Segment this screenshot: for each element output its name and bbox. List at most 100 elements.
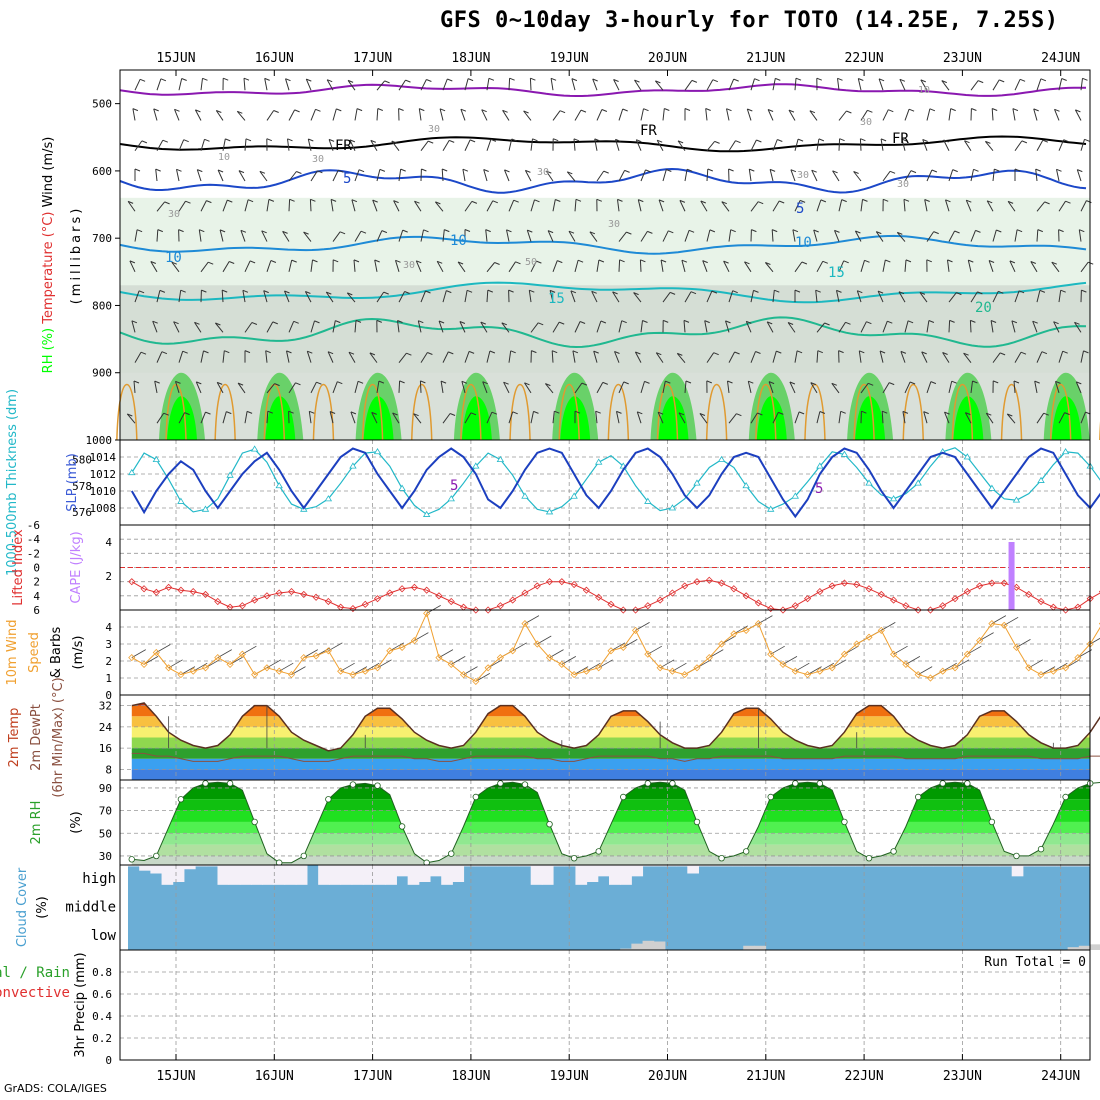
wind-barb: [684, 169, 688, 182]
wind-barb: [244, 260, 251, 273]
wind-barb-flag: [767, 321, 773, 325]
wind-barb: [178, 412, 186, 424]
wind-barb: [486, 262, 495, 273]
wind-barb: [920, 79, 928, 91]
wind-barb: [200, 200, 207, 212]
wind-barb: [640, 231, 648, 242]
date-label-top: 22JUN: [845, 51, 884, 66]
wind-barb-flag: [754, 78, 760, 82]
wind-barb-flag: [923, 411, 929, 415]
wind-barb-flag: [374, 259, 380, 263]
wind-barb-flag: [951, 380, 957, 384]
high-cloud-gap: [966, 865, 979, 867]
wind-barb-flag: [315, 108, 321, 112]
wind-barb-10m: [647, 645, 663, 655]
wind-barb: [633, 292, 642, 303]
lifted-index-marker: [214, 597, 222, 606]
high-cloud-gap: [318, 865, 330, 885]
rh-contour-label: 30: [168, 209, 180, 220]
wind-speed-marker: [509, 647, 517, 655]
wind-speed-marker: [619, 643, 627, 651]
temp-contour-label: 5: [796, 201, 804, 217]
wind-barb-flag: [1084, 138, 1090, 142]
wind-barb: [127, 201, 136, 212]
wind-barb-flag: [792, 229, 799, 233]
wind-barb: [457, 261, 466, 273]
wind-speed-marker: [668, 667, 676, 675]
wind-barb: [948, 230, 956, 242]
wind-barb-flag: [788, 109, 795, 113]
lifted-index-marker: [509, 596, 517, 604]
temp-contour-25: [558, 384, 580, 441]
wind-speed-marker: [816, 667, 824, 675]
high-cloud-gap: [251, 865, 263, 885]
wind-barb-flag: [487, 289, 493, 293]
wind-barb-flag: [677, 140, 684, 144]
rh-plume-core: [363, 396, 394, 440]
high-cloud-gap: [340, 865, 353, 885]
wind-speed-marker: [730, 630, 738, 638]
wind-barb-flag: [900, 350, 907, 354]
wind-barb: [1058, 351, 1064, 363]
wind-barb: [221, 290, 224, 303]
wind-barb-flag: [127, 413, 133, 417]
wind-barb-10m: [279, 662, 294, 672]
wind-barb-flag: [461, 380, 468, 384]
wind-barb: [418, 108, 422, 121]
high-cloud-gap: [676, 865, 688, 867]
wind-barb: [617, 199, 620, 212]
wind-barb-flag: [657, 139, 663, 143]
wind-barb-flag: [138, 290, 145, 294]
temp-contour-25: [312, 384, 335, 441]
wind-barb: [266, 411, 269, 424]
thickness-marker: [988, 484, 996, 491]
wind-barb: [545, 383, 554, 394]
wind-barb-flag: [494, 262, 500, 265]
wind-barb-flag: [725, 320, 731, 324]
rh-tick-label: 70: [99, 805, 112, 818]
wind-barb: [1013, 380, 1016, 393]
wind-speed-marker: [656, 664, 664, 672]
wind-barb: [766, 321, 774, 333]
rh-marker: [202, 780, 209, 787]
rh-marker: [939, 780, 946, 787]
wind-barb-flag: [509, 77, 515, 81]
wind-barb-flag: [882, 410, 888, 414]
wind-barb: [154, 381, 158, 394]
wind-barb-flag: [757, 412, 763, 416]
wind-barb: [481, 109, 488, 121]
wind-barb: [878, 78, 884, 91]
rh-contour-label: 30: [860, 117, 872, 128]
low-cloud-bar: [743, 945, 755, 950]
wind-speed-marker: [582, 667, 590, 675]
wind-barb: [1075, 381, 1082, 394]
wind-barb: [1011, 320, 1016, 333]
wind-barb-flag: [908, 108, 915, 112]
wind-barb-10m: [426, 605, 441, 614]
temp-band: [131, 703, 1090, 706]
wind-barb-flag: [1018, 290, 1025, 294]
wind-barb-flag: [317, 170, 323, 174]
wind-barb: [787, 322, 796, 333]
wind-barb: [332, 320, 336, 333]
rh-marker: [718, 855, 725, 862]
high-cloud-gap: [362, 865, 375, 885]
wind-barb-flag: [215, 322, 221, 326]
wind-barb: [242, 290, 246, 303]
thickness-marker: [152, 455, 161, 463]
high-cloud-gap: [418, 865, 431, 882]
wind-speed-marker: [976, 637, 984, 645]
lifted-index-marker: [976, 582, 984, 590]
wind-speed-marker: [877, 626, 885, 634]
wind-barb-flag: [327, 79, 333, 83]
wind-barb: [524, 170, 532, 182]
wind-barb: [222, 138, 226, 151]
wind-barb: [904, 259, 907, 272]
wind-barb: [948, 292, 957, 303]
high-cloud-gap: [407, 865, 420, 885]
wind-barb-flag: [370, 139, 376, 143]
wind-barb-flag: [796, 350, 803, 354]
thickness-ylabel: 1000-500mb Thickness (dm): [5, 389, 20, 576]
wind-barb-flag: [1044, 201, 1050, 205]
wind-barb: [882, 171, 891, 182]
